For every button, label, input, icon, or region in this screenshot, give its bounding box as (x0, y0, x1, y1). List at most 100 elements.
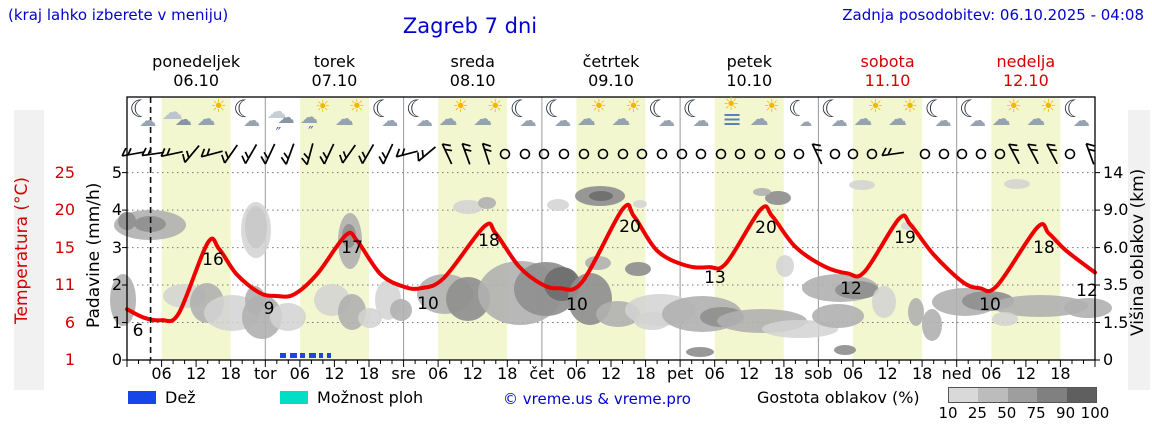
time-tick-label: 06 (427, 364, 449, 383)
density-step (1037, 388, 1067, 402)
time-tick-label: 06 (842, 364, 864, 383)
svg-text:18: 18 (478, 231, 500, 251)
svg-text:12: 12 (1076, 281, 1098, 301)
axis-tick: 9.0 (1103, 200, 1129, 220)
time-tick-label: 06 (704, 364, 725, 383)
moon-cloud-icon: ☾ ☁ (820, 95, 848, 131)
drizzle-icon: ☁ ☁ ″ (266, 99, 295, 142)
rain-legend-label: Dež (165, 388, 196, 407)
time-tick-label: 12 (600, 364, 622, 383)
day-name: sreda (450, 52, 495, 71)
svg-text:19: 19 (894, 228, 916, 248)
axis-tick: 14 (1103, 162, 1124, 182)
time-tick-label: 18 (358, 364, 380, 383)
time-tick-label: 18 (1050, 364, 1071, 383)
svg-text:16: 16 (202, 250, 224, 270)
axis-tick: 6 (64, 312, 75, 332)
day-date: 09.10 (588, 71, 634, 90)
sun-cloud-icon: ☀ ☁ (887, 96, 919, 130)
time-tick-label: 12 (1015, 364, 1037, 383)
svg-text:10: 10 (979, 295, 1001, 315)
svg-text:17: 17 (341, 238, 363, 258)
time-tick-label: 18 (773, 364, 795, 383)
moon-cloud-icon: ☾ ☁ (682, 95, 710, 131)
time-tick-label: 12 (185, 364, 207, 383)
density-tick-label: 10 (938, 404, 958, 422)
day-name: ponedeljek (152, 52, 241, 71)
axis-tick: 2 (111, 275, 122, 295)
time-tick-label: 18 (220, 364, 241, 383)
moon-cloud-icon: ☾ ☁ (509, 95, 537, 131)
time-tick-label: 06 (151, 364, 172, 383)
moon-cloud-icon: ☾ ☁ (371, 95, 399, 131)
axis-tick: 1 (111, 312, 122, 332)
day-name: torek (313, 52, 356, 71)
axis-tick: 25 (54, 162, 75, 182)
axis-tick: 0 (111, 350, 122, 369)
moon-cloud-icon: ☾ ☁ (647, 95, 675, 131)
svg-text:9: 9 (264, 299, 275, 319)
time-tick-label: 12 (324, 364, 345, 383)
time-tick-label: 06 (981, 364, 1002, 383)
time-tick-label: 06 (566, 364, 587, 383)
svg-text:10: 10 (566, 295, 588, 315)
sun-cloud-icon: ☀ ☁ (196, 96, 227, 130)
density-tick-label: 50 (997, 404, 1017, 422)
axis-tick: 3 (111, 237, 122, 257)
moon-cloud-icon: ☾ ☁ (405, 95, 433, 131)
day-name: sobota (860, 52, 915, 71)
time-tick-label: sob (804, 364, 833, 383)
day-name: petek (726, 52, 772, 71)
axis-tick: 20 (54, 200, 75, 220)
sun-cloud-icon: ☀ ☁ (438, 96, 469, 130)
density-step (1066, 388, 1097, 402)
time-tick-label: čet (529, 364, 555, 383)
moon-cloud-icon: ☾ ☁ (1062, 95, 1090, 131)
day-name: nedelja (996, 52, 1056, 71)
sun-cloud-icon: ☀ ☁ (611, 96, 642, 130)
time-tick-label: 12 (877, 364, 898, 383)
density-step (949, 388, 979, 402)
fog-sun-icon: ☀ ≡ (722, 94, 743, 133)
showers-legend-label: Možnost ploh (317, 388, 424, 407)
svg-text:13: 13 (704, 268, 726, 288)
rain-swatch (128, 391, 156, 404)
density-tick-label: 90 (1056, 404, 1076, 422)
svg-text:12: 12 (840, 279, 862, 299)
axis-tick: 4 (111, 200, 122, 220)
svg-text:20: 20 (755, 218, 777, 238)
time-tick-label: 06 (289, 364, 311, 383)
moon-cloud-icon: ☾ ☁ (129, 95, 157, 131)
cloudy-icon: ☁ ☁ (161, 100, 192, 130)
axis-tick: 0 (1103, 350, 1114, 369)
sun-cloud-icon: ☀ ☁ (749, 96, 780, 130)
day-date: 07.10 (311, 71, 358, 90)
time-tick-label: 18 (911, 364, 933, 383)
cloud-density-gradient (948, 387, 1097, 403)
svg-text:20: 20 (619, 217, 641, 237)
svg-text:10: 10 (417, 294, 439, 314)
axis-tick: 1.5 (1103, 312, 1129, 332)
moon-cloud-icon: ☾ ☁ (233, 95, 261, 131)
density-tick-label: 100 (1080, 404, 1110, 422)
day-date: 11.10 (864, 71, 911, 90)
day-date: 10.10 (726, 71, 773, 90)
time-tick-label: 12 (462, 364, 483, 383)
day-date: 12.10 (1002, 71, 1049, 90)
moon-cloud-icon: ☾ ☁ (544, 95, 572, 131)
time-tick-label: pet (667, 364, 694, 383)
density-tick-label: 75 (1026, 404, 1046, 422)
axis-tick: 15 (54, 237, 75, 257)
axis-tick: 6.0 (1103, 237, 1129, 257)
day-date: 06.10 (173, 71, 220, 90)
left-axis-strip (14, 110, 44, 390)
density-tick-label: 25 (967, 404, 987, 422)
time-tick-label: 12 (739, 364, 760, 383)
sun-cloud-icon: ☀ ☁ (991, 96, 1022, 130)
svg-text:18: 18 (1033, 238, 1055, 258)
copyright-link[interactable]: © vreme.us & vreme.pro (503, 390, 691, 408)
axis-tick: 3.5 (1103, 275, 1129, 295)
time-tick-label: 18 (635, 364, 656, 383)
